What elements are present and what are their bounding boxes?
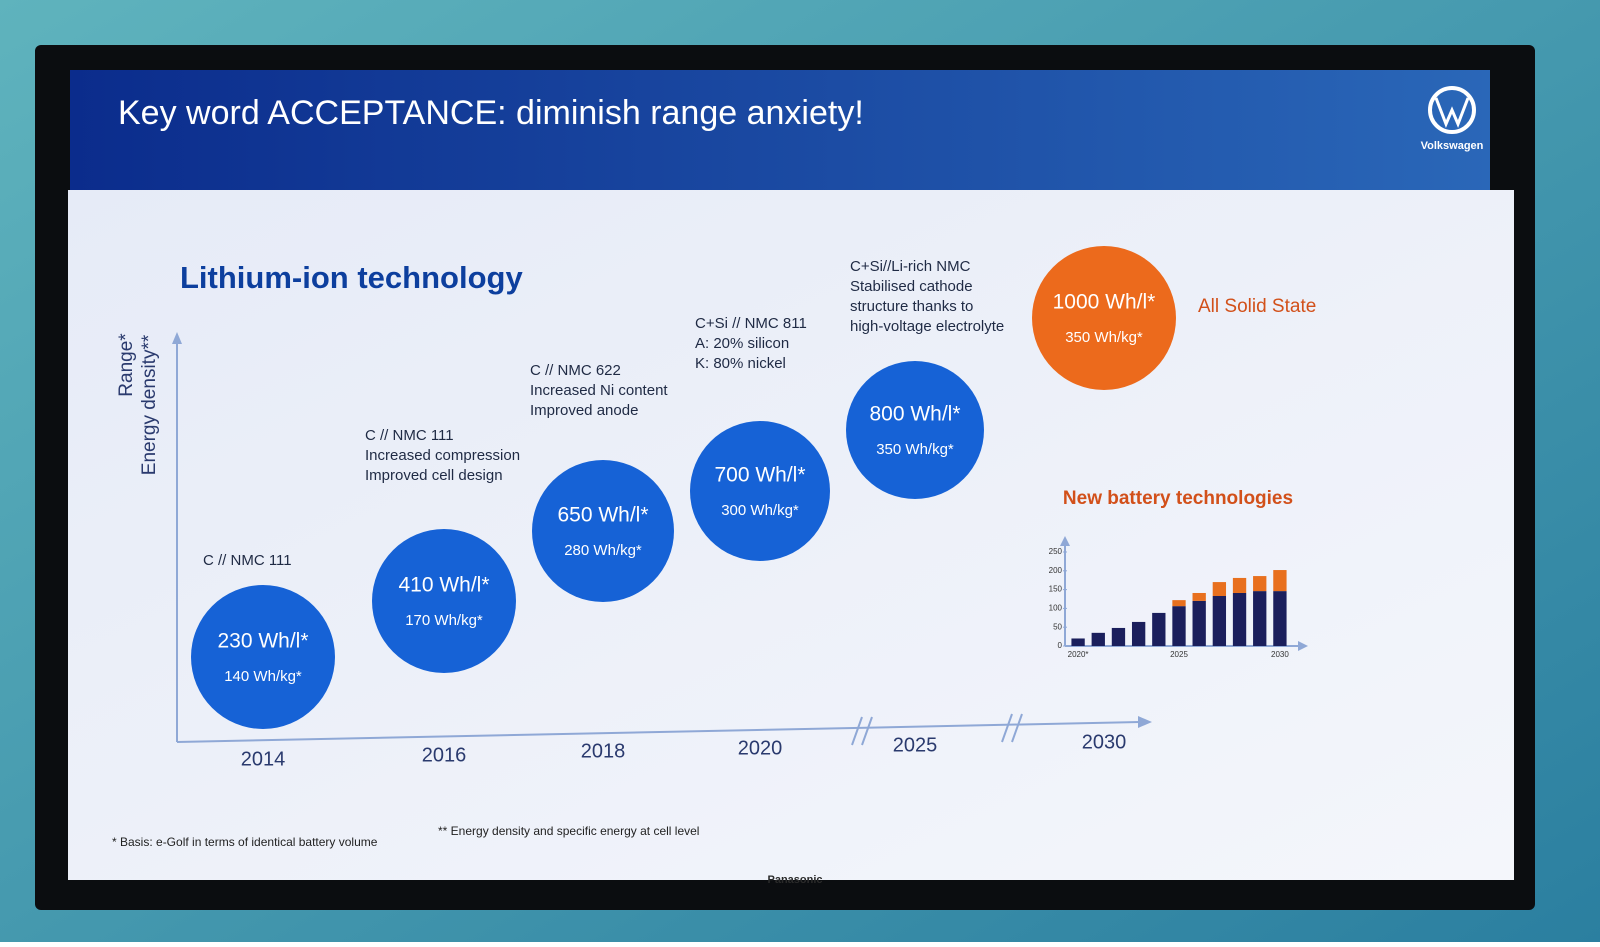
y-axis-label: Range* [116,333,137,397]
inset-y-tick-label: 100 [1049,604,1063,613]
note: C // NMC 111 [365,427,454,444]
inset-x-tick-label: 2030 [1271,650,1289,659]
y-axis-arrow [172,332,182,344]
volumetric: 230 Wh/l* [217,630,308,653]
milestone-bubble [1032,246,1176,390]
note: A: 20% silicon [695,335,789,352]
bar-segment [1212,582,1227,596]
note: C+Si//Li-rich NMC [850,258,971,275]
bar-segment [1232,592,1247,646]
milestone-bubble [191,585,335,729]
volumetric: 800 Wh/l* [869,403,960,426]
bar-segment [1273,591,1287,646]
year: 2016 [422,744,467,766]
y-axis-label: Energy density** [139,334,160,475]
volumetric: 700 Wh/l* [714,464,805,487]
slide-header [70,70,1490,190]
brand: Volkswagen [1421,140,1484,152]
note: high-voltage electrolyte [850,318,1004,335]
gravimetric: 300 Wh/kg* [721,502,799,519]
monitor-brand: Panasonic [767,874,822,886]
milestone-bubble [372,529,516,673]
slide-title: Key word ACCEPTANCE: diminish range anxi… [118,94,864,132]
note: Stabilised cathode [850,278,973,295]
x-axis-arrow [1138,716,1152,728]
note: Increased compression [365,447,520,464]
inset-x-tick-label: 2020* [1068,650,1089,659]
bar-segment [1131,621,1146,646]
milestone-bubble [532,460,674,602]
note: structure thanks to [850,298,973,315]
bar-segment [1232,577,1247,593]
inset-y-tick-label: 0 [1058,641,1063,650]
bar-segment [1192,592,1206,601]
volumetric: 650 Wh/l* [557,504,648,527]
milestone-bubble [846,361,984,499]
inset-x-tick-label: 2025 [1170,650,1188,659]
inset-y-tick-label: 250 [1049,547,1063,556]
year: 2030 [1082,731,1127,753]
inset-title: New battery technologies [1063,488,1293,509]
gravimetric: 280 Wh/kg* [564,542,642,559]
bar-segment [1111,627,1126,646]
inset-arrow [1298,641,1308,651]
gravimetric: 170 Wh/kg* [405,612,483,629]
gravimetric: 140 Wh/kg* [224,668,302,685]
vw-logo [1428,86,1476,134]
year: 2025 [893,734,938,756]
milestone-bubble [690,421,830,561]
note: C // NMC 111 [203,552,292,569]
bar-segment [1172,600,1186,607]
year: 2014 [241,748,286,770]
note: Improved cell design [365,467,503,484]
footnote: * Basis: e-Golf in terms of identical ba… [112,835,378,849]
footnote: ** Energy density and specific energy at… [438,824,699,838]
bar-segment [1152,612,1166,646]
bar-segment [1212,595,1227,646]
bar-segment [1091,632,1105,646]
note: Improved anode [530,402,638,419]
note: K: 80% nickel [695,355,786,372]
technology-label: All Solid State [1198,296,1316,317]
inset-arrow [1060,536,1070,546]
note: C+Si // NMC 811 [695,315,807,332]
inset-y-tick-label: 50 [1053,622,1062,631]
inset-y-tick-label: 200 [1049,566,1063,575]
note: Increased Ni content [530,382,668,399]
bar-segment [1071,638,1085,646]
year: 2018 [581,740,626,762]
heading: Lithium-ion technology [180,260,523,295]
bar-segment [1253,591,1267,646]
bar-segment [1192,600,1206,646]
volumetric: 410 Wh/l* [398,574,489,597]
bar-segment [1273,570,1287,592]
bar-segment [1172,606,1186,646]
vw-logo-mark [1434,97,1470,128]
volumetric: 1000 Wh/l* [1053,291,1156,314]
gravimetric: 350 Wh/kg* [876,441,954,458]
year: 2020 [738,737,783,759]
axis-break [851,713,1023,746]
x-axis [176,721,1141,743]
bar-segment [1253,576,1267,592]
inset-y-tick-label: 150 [1049,585,1063,594]
note: C // NMC 622 [530,362,621,379]
gravimetric: 350 Wh/kg* [1065,329,1143,346]
